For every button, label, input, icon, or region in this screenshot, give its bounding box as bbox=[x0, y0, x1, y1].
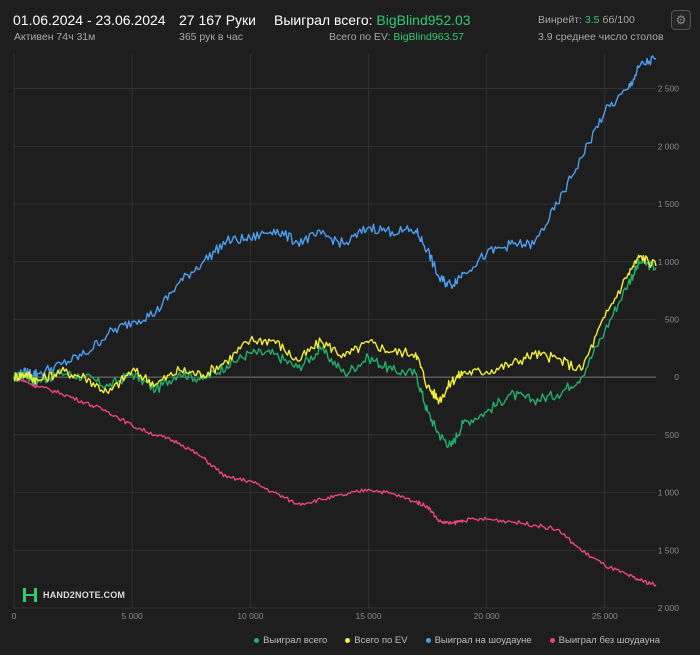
x-axis-ticks: 0 5 000 10 000 15 000 20 000 25 000 bbox=[12, 611, 618, 621]
legend-dot-icon bbox=[345, 637, 351, 643]
series-line-won[interactable] bbox=[13, 257, 657, 449]
series-line-showdown[interactable] bbox=[13, 55, 657, 381]
hand2note-logo: HAND2NOTE.COM bbox=[22, 587, 125, 603]
won-total: Выиграл всего: BigBlind952.03 bbox=[274, 12, 471, 28]
x-tick-label: 5 000 bbox=[122, 611, 144, 621]
ev-value: BigBlind963.57 bbox=[393, 31, 464, 43]
winrate-value: 3.5 bbox=[584, 14, 600, 26]
legend-label: Всего по EV bbox=[354, 634, 408, 646]
ev-label: Всего по EV: bbox=[329, 31, 391, 43]
legend-item-won[interactable]: Выиграл всего bbox=[254, 632, 327, 648]
x-tick-label: 0 bbox=[12, 611, 17, 621]
x-tick-label: 20 000 bbox=[474, 611, 500, 621]
y-tick-label: 2 000 bbox=[658, 603, 680, 613]
winrate-unit: бб/100 bbox=[602, 14, 635, 26]
y-axis-ticks: 2 500 2 000 1 500 1 000 500 0 500 1 000 1 500 2 0… bbox=[658, 84, 680, 613]
hands-per-hour: 365 рук в час bbox=[179, 31, 243, 43]
hand2note-logo-icon bbox=[22, 587, 38, 603]
y-tick-label: 500 bbox=[665, 430, 679, 440]
gear-icon: ⚙ bbox=[675, 13, 687, 27]
header: 01.06.2024 - 23.06.2024 Активен 74ч 31м … bbox=[0, 0, 700, 52]
legend-dot-icon bbox=[549, 637, 555, 643]
legend-label: Выиграл всего bbox=[263, 634, 328, 646]
y-tick-label: 1 000 bbox=[658, 257, 680, 267]
y-tick-label: 2 000 bbox=[658, 141, 680, 151]
series-line-no-showdown[interactable] bbox=[13, 376, 657, 587]
legend-dot-icon bbox=[425, 637, 431, 643]
winrate: Винрейт: 3.5 бб/100 bbox=[538, 14, 635, 26]
y-tick-label: 1 500 bbox=[658, 545, 680, 555]
won-label: Выиграл всего: bbox=[274, 12, 373, 28]
chart-area: 0 5 000 10 000 15 000 20 000 25 000 2 500 2 00… bbox=[0, 52, 700, 655]
y-tick-label: 2 500 bbox=[658, 84, 680, 94]
series-line-ev[interactable] bbox=[13, 254, 657, 405]
profit-chart: 0 5 000 10 000 15 000 20 000 25 000 2 500 2 00… bbox=[12, 54, 680, 621]
x-tick-label: 10 000 bbox=[237, 611, 263, 621]
won-value: BigBlind952.03 bbox=[376, 12, 471, 28]
legend-label: Выиграл без шоудауна bbox=[558, 634, 660, 646]
y-tick-label: 1 000 bbox=[658, 488, 680, 498]
ev-total: Всего по EV: BigBlind963.57 bbox=[329, 31, 464, 43]
x-tick-label: 25 000 bbox=[592, 611, 618, 621]
legend-label: Выиграл на шоудауне bbox=[434, 634, 532, 646]
y-tick-label: 1 500 bbox=[658, 199, 680, 209]
active-time: Активен 74ч 31м bbox=[14, 31, 96, 43]
legend-item-showdown[interactable]: Выиграл на шоудауне bbox=[425, 632, 532, 648]
grid bbox=[13, 54, 656, 609]
avg-tables: 3.9 среднее число столов bbox=[538, 31, 664, 43]
y-tick-label: 500 bbox=[665, 314, 679, 324]
date-range[interactable]: 01.06.2024 - 23.06.2024 bbox=[13, 12, 166, 28]
logo-text: HAND2NOTE.COM bbox=[43, 590, 126, 600]
legend-item-no-showdown[interactable]: Выиграл без шоудауна bbox=[549, 632, 660, 648]
chart-legend: Выиграл всего Всего по EV Выиграл на шоуда… bbox=[240, 632, 660, 648]
x-tick-label: 15 000 bbox=[355, 611, 381, 621]
legend-dot-icon bbox=[254, 637, 260, 643]
legend-item-ev[interactable]: Всего по EV bbox=[345, 632, 408, 648]
settings-button[interactable]: ⚙ bbox=[671, 10, 691, 30]
winrate-label: Винрейт: bbox=[538, 14, 582, 26]
series-group bbox=[13, 55, 657, 587]
y-tick-label: 0 bbox=[674, 372, 679, 382]
hands-count: 27 167 Руки bbox=[179, 12, 256, 28]
